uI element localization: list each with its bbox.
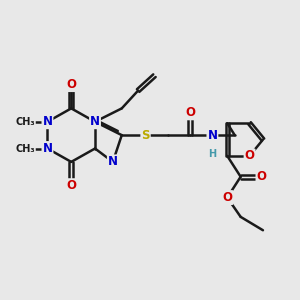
Text: O: O [66,179,76,192]
Text: N: N [108,155,118,168]
Text: O: O [66,78,76,91]
Text: N: N [90,115,100,128]
Text: H: H [208,149,217,160]
Text: O: O [244,149,255,162]
Text: CH₃: CH₃ [15,117,35,127]
Text: N: N [43,115,52,128]
Text: N: N [207,129,218,142]
Text: S: S [141,129,150,142]
Text: O: O [185,106,195,119]
Text: O: O [256,170,266,183]
Text: O: O [222,191,232,204]
Text: CH₃: CH₃ [15,143,35,154]
Text: N: N [43,142,52,155]
